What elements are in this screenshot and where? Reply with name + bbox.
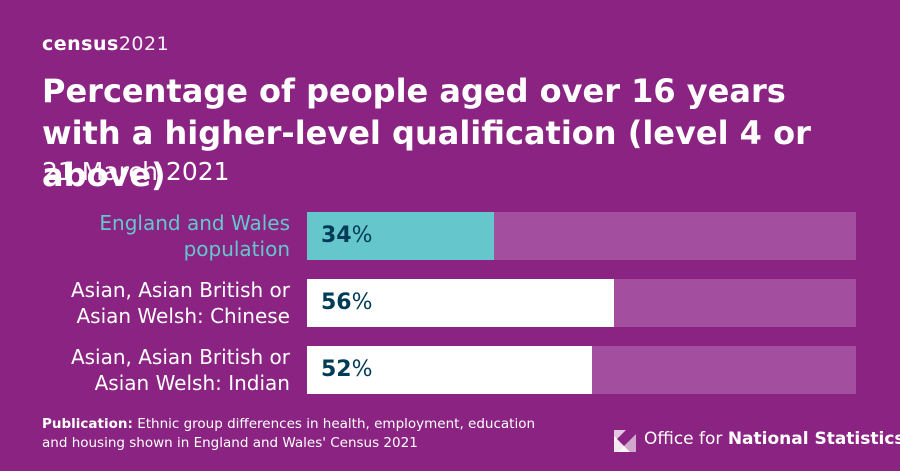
ons-logo-icon [614, 430, 636, 452]
bar-label-line2: population [183, 237, 290, 261]
bar-label-line2: Asian Welsh: Chinese [76, 304, 290, 328]
bar-row: England and Wales population 34% [0, 210, 900, 262]
bar-label-line1: England and Wales [99, 211, 290, 235]
bar-track: 34% [307, 212, 856, 260]
bar-value-label: 56% [321, 279, 373, 327]
chart-title: Percentage of people aged over 16 years … [42, 72, 811, 194]
bar [307, 212, 494, 260]
bar-value-number: 52 [321, 357, 352, 382]
bar [307, 279, 615, 327]
bar-label-line1: Asian, Asian British or [70, 278, 290, 302]
bar-label: Asian, Asian British or Asian Welsh: Chin… [0, 277, 290, 329]
bar-row: Asian, Asian British or Asian Welsh: Indi… [0, 344, 900, 396]
bar-value-label: 34% [321, 212, 373, 260]
ons-logo-bold: National Statistics [727, 429, 900, 449]
bar-value-unit: % [351, 223, 373, 248]
publication-note: Publication: Ethnic group differences in… [42, 415, 562, 453]
publication-text: Ethnic group differences in health, empl… [42, 416, 536, 451]
bar-value-label: 52% [321, 346, 373, 394]
bar-label: Asian, Asian British or Asian Welsh: Indi… [0, 344, 290, 396]
bar-row: Asian, Asian British or Asian Welsh: Chin… [0, 277, 900, 329]
census-2021-logo: census2021 [42, 33, 169, 55]
bar-value-unit: % [351, 357, 373, 382]
ons-logo-prefix: Office for [644, 429, 728, 449]
bar-label-line1: Asian, Asian British or [70, 345, 290, 369]
bar-label-line2: Asian Welsh: Indian [94, 371, 290, 395]
census-logo-word: census [42, 33, 119, 55]
bar-value-number: 56 [321, 290, 352, 315]
bar-track: 56% [307, 279, 856, 327]
publication-label: Publication: [42, 416, 133, 432]
chart-subtitle: 21 March 2021 [42, 157, 230, 186]
bar-track: 52% [307, 346, 856, 394]
bar-value-number: 34 [321, 223, 352, 248]
bar-value-unit: % [351, 290, 373, 315]
bar-label: England and Wales population [0, 210, 290, 262]
ons-logo-text: Office for National Statistics [644, 429, 900, 449]
bar [307, 346, 593, 394]
census-logo-year: 2021 [118, 33, 170, 55]
